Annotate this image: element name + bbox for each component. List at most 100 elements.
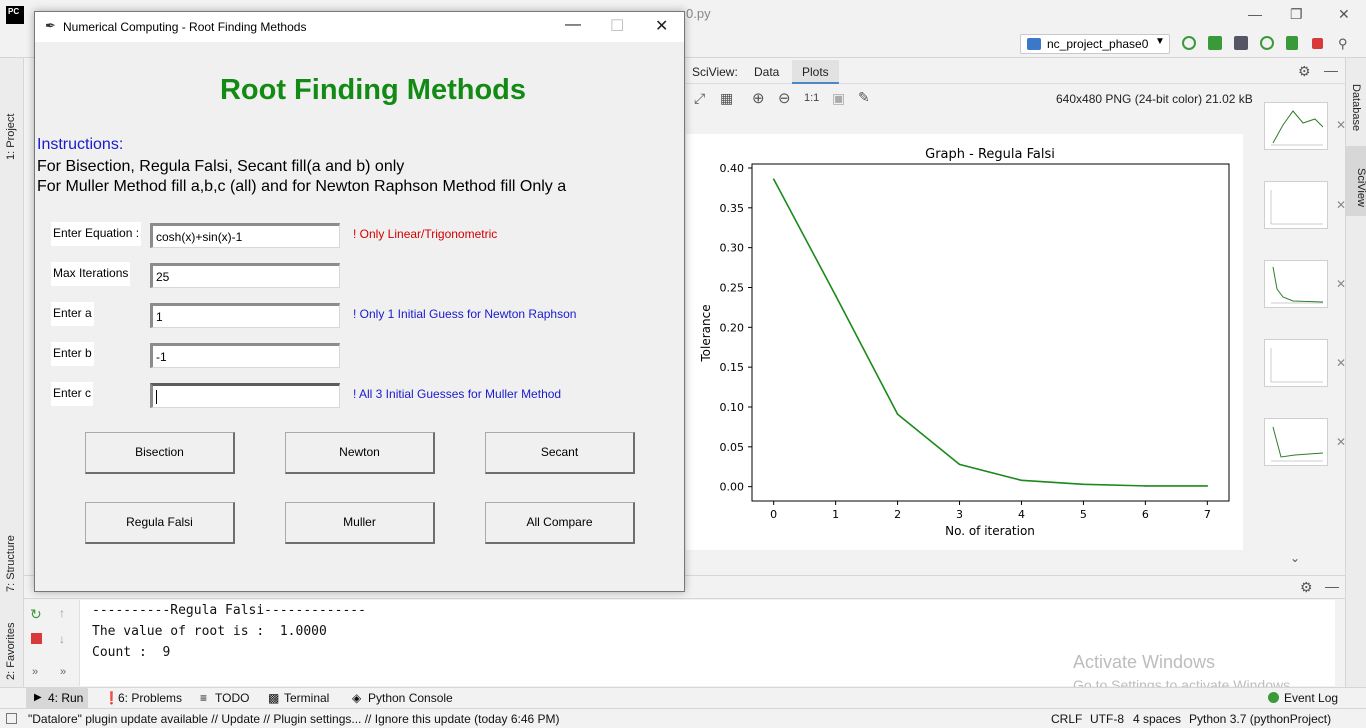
newton-button[interactable]: Newton: [285, 432, 435, 474]
grid-icon[interactable]: ▦: [720, 90, 734, 106]
structure-tool-tab[interactable]: 7: Structure: [5, 535, 17, 592]
a-hint: ! Only 1 Initial Guess for Newton Raphso…: [353, 307, 577, 321]
b-input[interactable]: -1: [150, 343, 340, 368]
plot-image: 0 1 2 3 4 5 6 7 0.00 0.05 0.10 0.15 0.20 0.25 0.30 0.3…: [686, 134, 1243, 550]
close-thumbnail-icon[interactable]: ✕: [1336, 118, 1347, 132]
hide-panel-icon[interactable]: —: [1325, 578, 1339, 594]
favorites-tool-tab[interactable]: 2: Favorites: [5, 622, 17, 680]
editor-tab-fragment[interactable]: 0.py: [686, 6, 711, 21]
more-icon[interactable]: »: [60, 666, 67, 678]
x-axis-ticks: 0 1 2 3 4 5 6 7: [770, 501, 1211, 521]
text-cursor: [156, 390, 157, 404]
data-point: [958, 463, 961, 466]
hide-panel-icon[interactable]: —: [1324, 62, 1338, 78]
fit-zoom-icon[interactable]: ⤢: [694, 90, 706, 106]
tab-run[interactable]: ▶ 4: Run: [26, 688, 88, 709]
image-icon[interactable]: ▣: [832, 90, 846, 106]
y-tick-label: 0.15: [720, 361, 745, 374]
project-tool-tab[interactable]: 1: Project: [5, 113, 17, 160]
window-titlebar[interactable]: ✒ Numerical Computing - Root Finding Met…: [35, 12, 684, 42]
status-message[interactable]: "Datalore" plugin update available // Up…: [28, 712, 560, 726]
tab-plots[interactable]: Plots: [792, 60, 839, 84]
plot-thumbnail[interactable]: [1264, 260, 1328, 308]
more-icon[interactable]: »: [32, 666, 39, 678]
gear-icon[interactable]: ⚙: [1300, 579, 1313, 595]
plot-thumbnail[interactable]: [1264, 418, 1328, 466]
data-point: [1020, 479, 1023, 482]
equation-hint: ! Only Linear/Trigonometric: [353, 227, 498, 241]
secant-button[interactable]: Secant: [485, 432, 635, 474]
y-axis-ticks: 0.00 0.05 0.10 0.15 0.20 0.25 0.30 0.35 0.40: [720, 162, 752, 494]
bisection-button[interactable]: Bisection: [85, 432, 235, 474]
run-concurrency-icon[interactable]: [1286, 36, 1298, 50]
x-tick-label: 2: [894, 508, 901, 521]
window-title: Numerical Computing - Root Finding Metho…: [63, 20, 307, 34]
sciview-label: SciView:: [692, 65, 738, 79]
python-interpreter[interactable]: Python 3.7 (pythonProject): [1189, 712, 1332, 726]
tolerance-series-line: [772, 178, 1208, 487]
line-separator[interactable]: CRLF: [1051, 712, 1083, 726]
file-encoding[interactable]: UTF-8: [1090, 712, 1124, 726]
scroll-up-icon[interactable]: ↑: [59, 606, 65, 620]
problems-icon: ❗: [104, 691, 119, 705]
y-tick-label: 0.25: [720, 281, 745, 294]
minimize-icon[interactable]: —: [565, 16, 581, 33]
search-everywhere-icon[interactable]: ⚲: [1338, 36, 1348, 51]
stop-icon[interactable]: [31, 633, 42, 644]
close-thumbnail-icon[interactable]: ✕: [1336, 198, 1347, 212]
max-iterations-input[interactable]: 25: [150, 263, 340, 288]
stop-icon[interactable]: [1312, 38, 1323, 49]
tab-problems[interactable]: 6: Problems: [118, 691, 183, 705]
scroll-down-icon[interactable]: ↓: [59, 632, 65, 646]
close-thumbnail-icon[interactable]: ✕: [1336, 435, 1347, 449]
x-tick-label: 7: [1204, 508, 1211, 521]
run-configuration-select[interactable]: nc_project_phase0 ▼: [1020, 34, 1170, 54]
database-tool-tab[interactable]: Database: [1350, 84, 1362, 132]
c-input[interactable]: [150, 383, 340, 408]
close-thumbnail-icon[interactable]: ✕: [1336, 277, 1347, 291]
plot-thumbnail[interactable]: [1264, 102, 1328, 150]
close-thumbnail-icon[interactable]: ✕: [1336, 356, 1347, 370]
debug-icon[interactable]: [1208, 36, 1222, 50]
regula-falsi-button[interactable]: Regula Falsi: [85, 502, 235, 544]
x-tick-label: 4: [1018, 508, 1025, 521]
equation-input[interactable]: cosh(x)+sin(x)-1: [150, 223, 340, 248]
coverage-icon[interactable]: [1234, 36, 1248, 50]
zoom-in-icon[interactable]: ⊕: [752, 90, 765, 107]
c-label: Enter c: [51, 382, 94, 406]
bottom-tool-tabs: ▶ 4: Run ❗ 6: Problems ≡ TODO ▩ Terminal…: [0, 687, 1366, 709]
sciview-tool-tab[interactable]: SciView: [1346, 146, 1366, 216]
tab-todo[interactable]: TODO: [215, 691, 250, 705]
ide-close-icon[interactable]: ✕: [1338, 6, 1350, 22]
y-tick-label: 0.35: [720, 202, 745, 215]
run-toolbar: ↻ »: [24, 600, 50, 686]
status-toggle-icon[interactable]: [6, 713, 17, 724]
tab-python-console[interactable]: Python Console: [368, 691, 453, 705]
instruction-line: For Bisection, Regula Falsi, Secant fill…: [37, 158, 405, 175]
x-tick-label: 5: [1080, 508, 1087, 521]
tab-terminal[interactable]: Terminal: [284, 691, 330, 705]
run-console-output[interactable]: ----------Regula Falsi------------- The …: [80, 600, 1335, 686]
close-icon[interactable]: ✕: [655, 18, 669, 35]
muller-button[interactable]: Muller: [285, 502, 435, 544]
gear-icon[interactable]: ⚙: [1298, 63, 1311, 79]
ide-restore-icon[interactable]: ❐: [1290, 6, 1303, 22]
plot-thumbnail[interactable]: [1264, 181, 1328, 229]
color-picker-icon[interactable]: ✎: [858, 89, 870, 105]
tab-data[interactable]: Data: [754, 65, 780, 79]
maximize-icon[interactable]: ☐: [610, 18, 625, 35]
status-bar: "Datalore" plugin update available // Up…: [0, 708, 1366, 728]
indent-setting[interactable]: 4 spaces: [1133, 712, 1182, 726]
chevron-down-icon[interactable]: ⌄: [1290, 551, 1301, 565]
actual-size-button[interactable]: 1:1: [804, 92, 820, 104]
all-compare-button[interactable]: All Compare: [485, 502, 635, 544]
c-hint: ! All 3 Initial Guesses for Muller Metho…: [353, 387, 562, 401]
zoom-out-icon[interactable]: ⊖: [778, 90, 791, 107]
rerun-icon[interactable]: ↻: [30, 606, 42, 622]
rerun-icon[interactable]: [1182, 36, 1196, 50]
plot-thumbnail[interactable]: [1264, 339, 1328, 387]
a-input[interactable]: 1: [150, 303, 340, 328]
profile-icon[interactable]: [1260, 36, 1274, 50]
tab-event-log[interactable]: Event Log: [1284, 691, 1339, 705]
ide-minimize-icon[interactable]: —: [1248, 6, 1262, 22]
